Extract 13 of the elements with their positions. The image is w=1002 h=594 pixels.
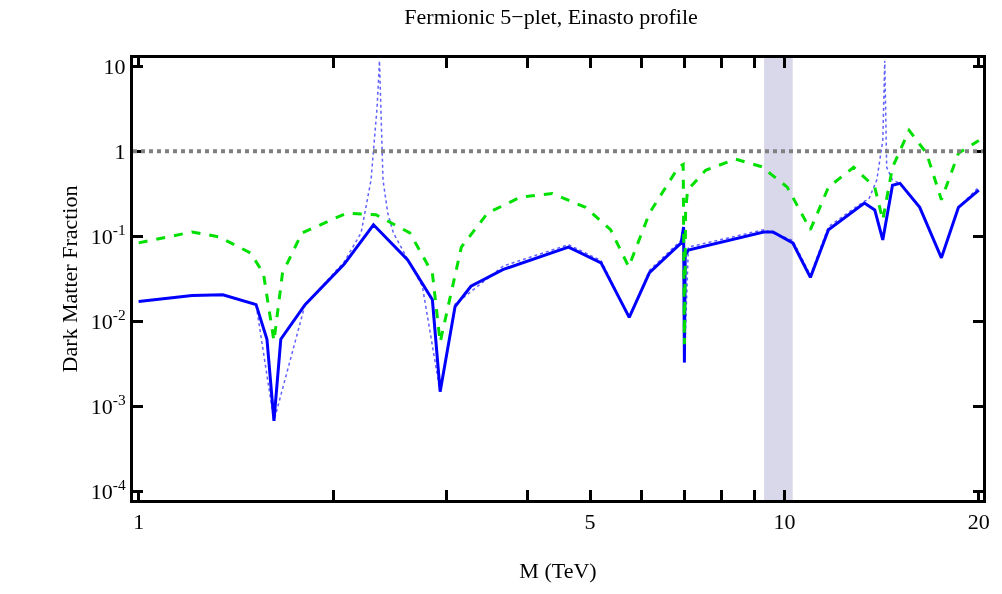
y-tick-label: 10$^{-1}$ bbox=[90, 220, 126, 250]
x-tick-label: 5 bbox=[584, 509, 596, 535]
y-tick-label: 10 bbox=[103, 53, 126, 79]
y-tick-label: 1 bbox=[114, 139, 126, 165]
y-axis-title: Dark Matter Fraction bbox=[57, 185, 82, 373]
y-tick-label: 10$^{-4}$ bbox=[90, 476, 126, 505]
x-tick-label: 10 bbox=[773, 509, 796, 535]
y-tick-label: 10$^{-2}$ bbox=[90, 306, 126, 335]
x-tick-label: 20 bbox=[967, 509, 990, 535]
x-axis-title: M (TeV) bbox=[519, 558, 597, 583]
chart-title: Fermionic 5−plet, Einasto profile bbox=[404, 4, 698, 30]
y-tick-label: 10$^{-3}$ bbox=[90, 391, 126, 420]
x-tick-label: 1 bbox=[133, 509, 145, 535]
